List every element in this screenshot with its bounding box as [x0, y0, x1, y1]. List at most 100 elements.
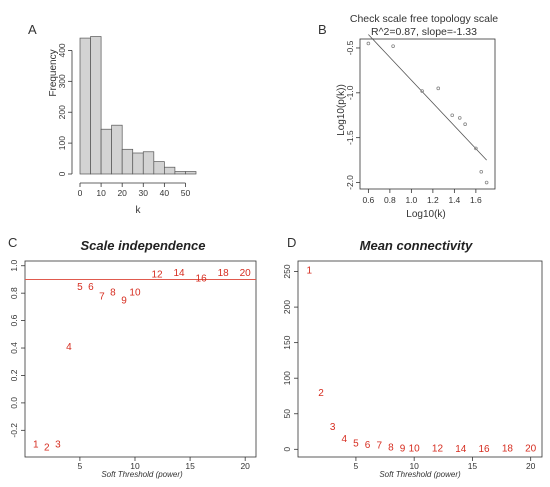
y-tick-label: 100 [57, 136, 67, 150]
power-label: 4 [66, 342, 72, 353]
power-label: 3 [55, 440, 61, 451]
plot-frame [24, 260, 257, 458]
y-tick-label: -0.2 [9, 423, 19, 438]
x-tick-label: 0.8 [384, 195, 396, 205]
panel-c-title: Scale independence [81, 238, 206, 253]
panel-c-scale-independence: Scale independence Soft Threshold (power… [9, 238, 257, 479]
data-point [457, 116, 462, 120]
x-tick-label: 30 [139, 188, 149, 198]
power-label: 7 [99, 291, 105, 302]
panel-b-ylabel: Log10(p(k)) [336, 84, 347, 136]
y-tick-label: 300 [57, 74, 67, 88]
histogram-bar [90, 36, 102, 175]
power-label: 4 [341, 434, 347, 445]
y-tick-label: 400 [57, 43, 67, 57]
x-tick-label: 5 [354, 461, 359, 471]
histogram-bar [132, 152, 144, 175]
power-label: 9 [400, 443, 406, 454]
x-tick-label: 1.0 [405, 195, 417, 205]
power-label: 10 [129, 287, 141, 298]
power-label: 12 [151, 269, 163, 280]
x-tick-label: 20 [117, 188, 127, 198]
panel-a-ylabel: Frequency [48, 49, 59, 96]
y-tick-label: 0.2 [9, 369, 19, 381]
y-tick-label: 0 [282, 447, 292, 452]
power-label: 8 [110, 287, 116, 298]
panel-letter-a: A [28, 22, 37, 37]
histogram-bar [111, 124, 123, 175]
y-tick-label: 200 [57, 105, 67, 119]
panel-letter-c: C [8, 235, 17, 250]
histogram-bar [100, 128, 112, 175]
power-label: 7 [376, 441, 382, 452]
panel-a-histogram: Frequency k 0 10 20 30 40 50 0 100 200 300 400 [48, 36, 197, 216]
x-tick-label: 20 [526, 461, 536, 471]
panel-letter-d: D [287, 235, 296, 250]
fit-line [368, 34, 487, 161]
plot-frame [359, 38, 496, 190]
panel-b-scale-free-plot: Check scale free topology scale R^2=0.87… [336, 13, 498, 220]
power-label: 6 [88, 282, 94, 293]
panel-d-title: Mean connectivity [360, 238, 473, 253]
power-label: 1 [33, 440, 39, 451]
panel-d-mean-connectivity: Mean connectivity Soft Threshold (power)… [282, 238, 543, 479]
y-tick-label: 0.8 [9, 287, 19, 299]
x-tick-label: 1.2 [427, 195, 439, 205]
data-point [391, 44, 395, 48]
x-tick-label: 50 [181, 188, 191, 198]
y-tick-label: -1.5 [345, 130, 355, 145]
panel-b-subtitle: R^2=0.87, slope=-1.33 [371, 26, 477, 38]
histogram-bar [79, 37, 91, 175]
data-point [436, 86, 441, 91]
data-point [463, 122, 467, 127]
x-tick-label: 1.4 [448, 195, 460, 205]
panel-letter-b: B [318, 22, 327, 37]
x-tick-label: 10 [96, 188, 106, 198]
power-label: 5 [77, 282, 83, 293]
y-tick-label: 0.0 [9, 397, 19, 409]
power-label: 6 [365, 440, 371, 451]
data-point [366, 41, 371, 46]
x-tick-label: 20 [240, 461, 250, 471]
power-label: 10 [409, 443, 421, 454]
power-label: 14 [455, 444, 467, 455]
y-tick-label: 0.4 [9, 342, 19, 354]
x-tick-label: 0.6 [362, 195, 374, 205]
panel-a-xlabel: k [136, 205, 142, 216]
x-tick-label: 5 [78, 461, 83, 471]
y-tick-label: -0.5 [345, 40, 355, 55]
panel-d-xlabel: Soft Threshold (power) [379, 470, 461, 479]
data-point [479, 169, 484, 174]
x-tick-label: 10 [130, 461, 140, 471]
x-tick-label: 15 [468, 461, 478, 471]
y-tick-label: 200 [282, 300, 292, 314]
histogram-bar [185, 171, 197, 175]
power-label: 18 [502, 443, 514, 454]
y-tick-label: 50 [282, 409, 292, 419]
power-label: 2 [44, 442, 50, 453]
panel-c-xlabel: Soft Threshold (power) [101, 470, 183, 479]
y-tick-label: 250 [282, 264, 292, 278]
data-point [420, 89, 424, 93]
power-label: 5 [353, 438, 359, 449]
data-point [474, 146, 478, 151]
power-label: 3 [330, 422, 336, 433]
power-label: 8 [388, 443, 394, 454]
histogram-bar [121, 148, 134, 175]
power-label: 12 [432, 443, 444, 454]
y-tick-label: 0 [57, 171, 67, 176]
data-point [450, 113, 455, 118]
x-tick-label: 40 [160, 188, 170, 198]
histogram-bar [153, 161, 165, 175]
histogram-bar [164, 166, 176, 175]
y-tick-label: 100 [282, 371, 292, 385]
y-tick-label: 150 [282, 335, 292, 349]
power-label: 9 [121, 296, 127, 307]
x-tick-label: 15 [185, 461, 195, 471]
panel-b-xlabel: Log10(k) [406, 209, 445, 220]
power-label: 20 [240, 268, 252, 279]
power-label: 2 [318, 388, 324, 399]
plot-frame [297, 260, 543, 458]
power-label: 1 [307, 266, 313, 277]
